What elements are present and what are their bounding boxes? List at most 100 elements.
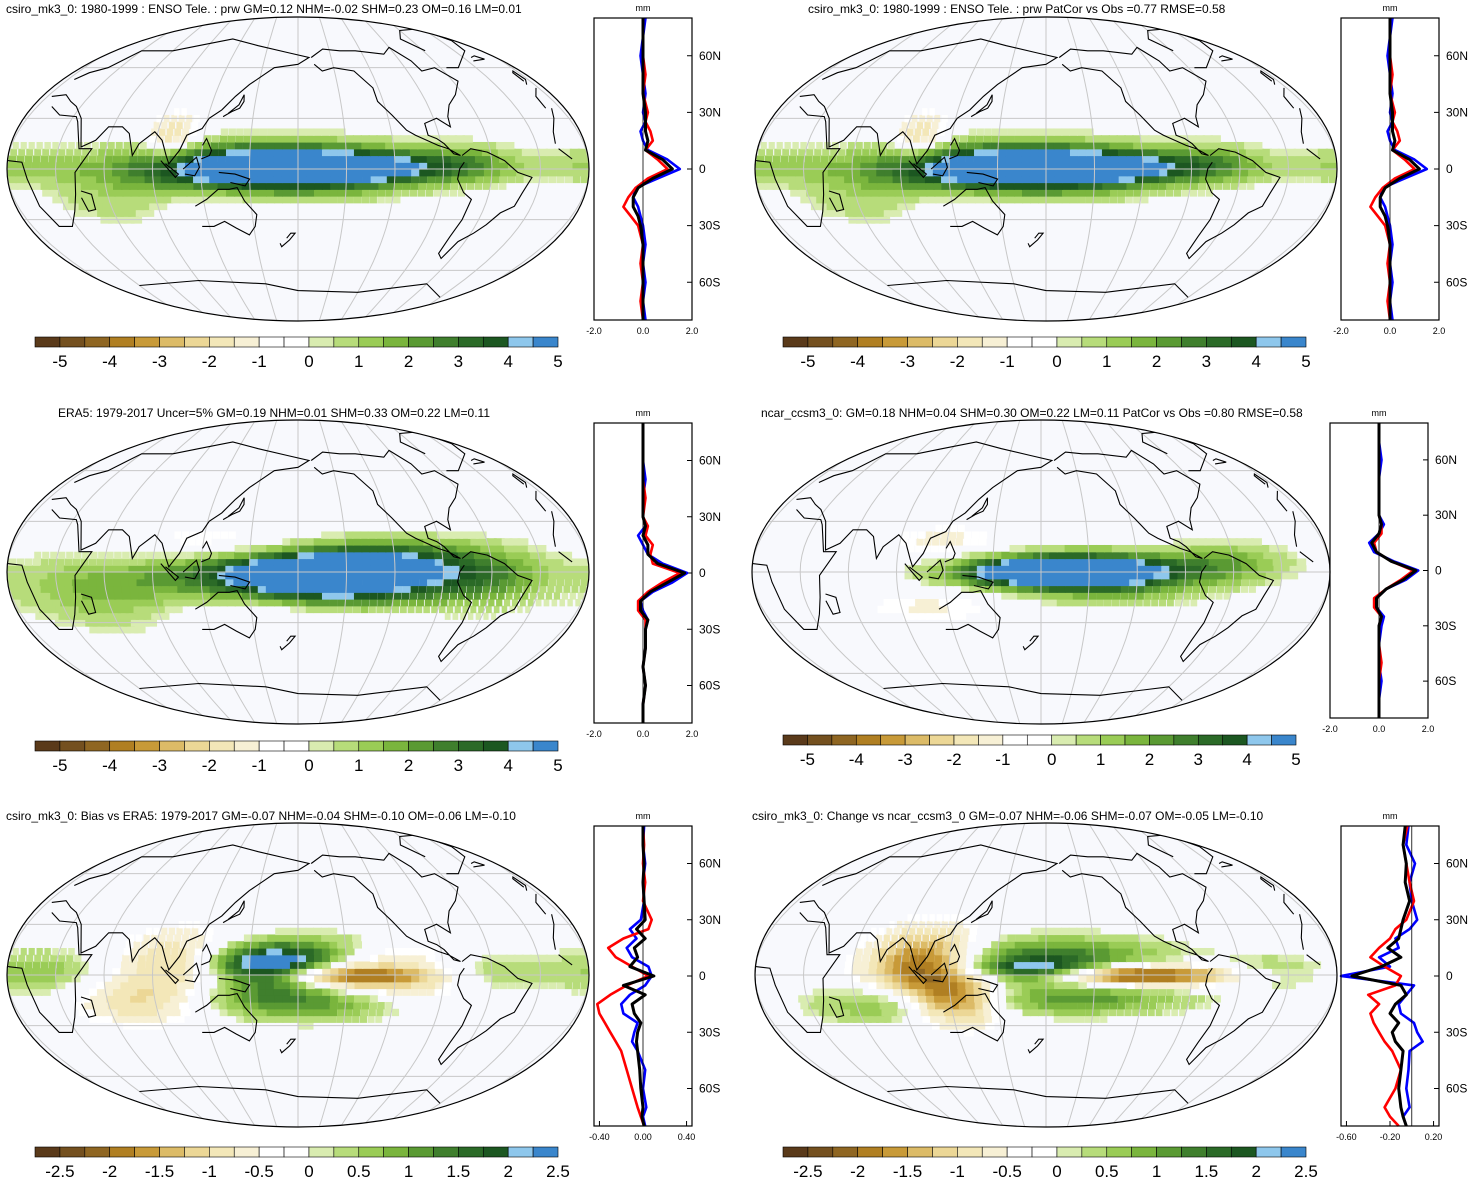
field-cell bbox=[1248, 169, 1257, 177]
coastline bbox=[949, 137, 961, 160]
field-cell bbox=[464, 544, 475, 553]
field-cell bbox=[1110, 162, 1120, 170]
field-cell bbox=[507, 162, 517, 170]
field-cell bbox=[1113, 578, 1122, 587]
field-cell bbox=[1069, 135, 1079, 143]
field-cell bbox=[407, 605, 415, 614]
field-cell bbox=[909, 155, 918, 163]
field-cell bbox=[969, 558, 978, 566]
field-cell bbox=[217, 162, 226, 170]
field-cell bbox=[128, 162, 137, 170]
field-cell bbox=[182, 934, 189, 942]
field-cell bbox=[104, 182, 115, 190]
field-cell bbox=[1085, 196, 1094, 204]
field-cell bbox=[1215, 175, 1224, 184]
field-cell bbox=[435, 169, 444, 177]
field-cell bbox=[902, 612, 914, 620]
field-cell bbox=[305, 954, 315, 963]
field-cell bbox=[147, 1002, 158, 1010]
field-cell bbox=[290, 128, 299, 136]
panel-4: ncar_ccsm3_0: GM=0.18 NHM=0.04 SHM=0.30 … bbox=[751, 406, 1457, 769]
field-cell bbox=[973, 975, 983, 983]
field-cell bbox=[957, 524, 965, 533]
field-cell bbox=[369, 141, 379, 150]
field-cell bbox=[763, 169, 773, 177]
field-cell bbox=[385, 544, 395, 553]
field-cell bbox=[314, 572, 323, 580]
field-cell bbox=[990, 947, 999, 956]
field-cell bbox=[932, 538, 940, 546]
colorbar-box bbox=[807, 1146, 834, 1158]
field-cell bbox=[1118, 175, 1128, 184]
field-cell bbox=[251, 934, 260, 942]
colorbar-box bbox=[333, 1146, 360, 1158]
field-cell bbox=[1053, 189, 1063, 197]
field-cell bbox=[1054, 988, 1063, 996]
field-cell bbox=[930, 544, 939, 553]
field-cell bbox=[290, 538, 299, 546]
field-cell bbox=[820, 988, 831, 996]
field-cell bbox=[909, 121, 916, 130]
field-cell bbox=[852, 162, 861, 170]
field-cell bbox=[161, 155, 170, 163]
field-cell bbox=[361, 544, 371, 553]
field-cell bbox=[298, 572, 307, 580]
field-cell bbox=[1113, 572, 1122, 580]
field-cell bbox=[234, 196, 244, 204]
field-cell bbox=[1158, 155, 1168, 163]
coastline bbox=[1058, 852, 1209, 963]
field-cell bbox=[90, 148, 98, 157]
field-cell bbox=[958, 196, 969, 204]
colorbar-box bbox=[953, 734, 979, 746]
field-cell bbox=[1277, 148, 1288, 157]
field-cell bbox=[441, 148, 452, 157]
field-cell bbox=[1257, 565, 1267, 573]
field-cell bbox=[893, 988, 903, 996]
field-cell bbox=[1239, 182, 1247, 190]
field-cell bbox=[314, 961, 323, 969]
field-cell bbox=[941, 981, 951, 990]
field-cell bbox=[1128, 558, 1138, 566]
field-cell bbox=[1217, 578, 1226, 587]
field-cell bbox=[501, 538, 513, 546]
panel-3-title: ERA5: 1979-2017 Uncer=5% GM=0.19 NHM=0.0… bbox=[58, 406, 490, 420]
field-cell bbox=[763, 162, 772, 170]
field-cell bbox=[188, 538, 196, 546]
field-cell bbox=[306, 961, 315, 969]
field-cell bbox=[881, 202, 893, 211]
field-cell bbox=[416, 947, 427, 956]
field-cell bbox=[1158, 182, 1167, 190]
field-cell bbox=[353, 1002, 362, 1010]
field-cell bbox=[1041, 592, 1050, 600]
field-cell bbox=[1191, 162, 1201, 170]
field-cell bbox=[233, 975, 243, 983]
field-cell bbox=[954, 927, 962, 936]
field-cell bbox=[274, 1008, 284, 1017]
field-cell bbox=[1175, 592, 1184, 600]
field-cell bbox=[1033, 551, 1042, 560]
field-cell bbox=[515, 578, 524, 587]
field-cell bbox=[47, 981, 58, 990]
field-cell bbox=[556, 968, 566, 976]
field-cell bbox=[274, 135, 283, 143]
field-cell bbox=[991, 1008, 1001, 1017]
field-cell bbox=[209, 961, 218, 969]
field-cell bbox=[1117, 148, 1128, 157]
field-cell bbox=[925, 988, 935, 996]
field-cell bbox=[810, 202, 823, 211]
field-cell bbox=[1289, 572, 1299, 580]
field-cell bbox=[983, 135, 992, 143]
field-cell bbox=[1149, 141, 1159, 150]
field-cell bbox=[362, 175, 371, 184]
field-cell bbox=[63, 175, 74, 184]
field-cell bbox=[933, 988, 943, 996]
field-cell bbox=[104, 572, 113, 580]
field-cell bbox=[403, 572, 412, 580]
field-cell bbox=[241, 162, 251, 170]
field-cell bbox=[386, 565, 396, 573]
field-cell bbox=[482, 585, 491, 593]
field-cell bbox=[289, 968, 299, 976]
field-cell bbox=[918, 531, 925, 539]
field-cell bbox=[1025, 585, 1034, 593]
